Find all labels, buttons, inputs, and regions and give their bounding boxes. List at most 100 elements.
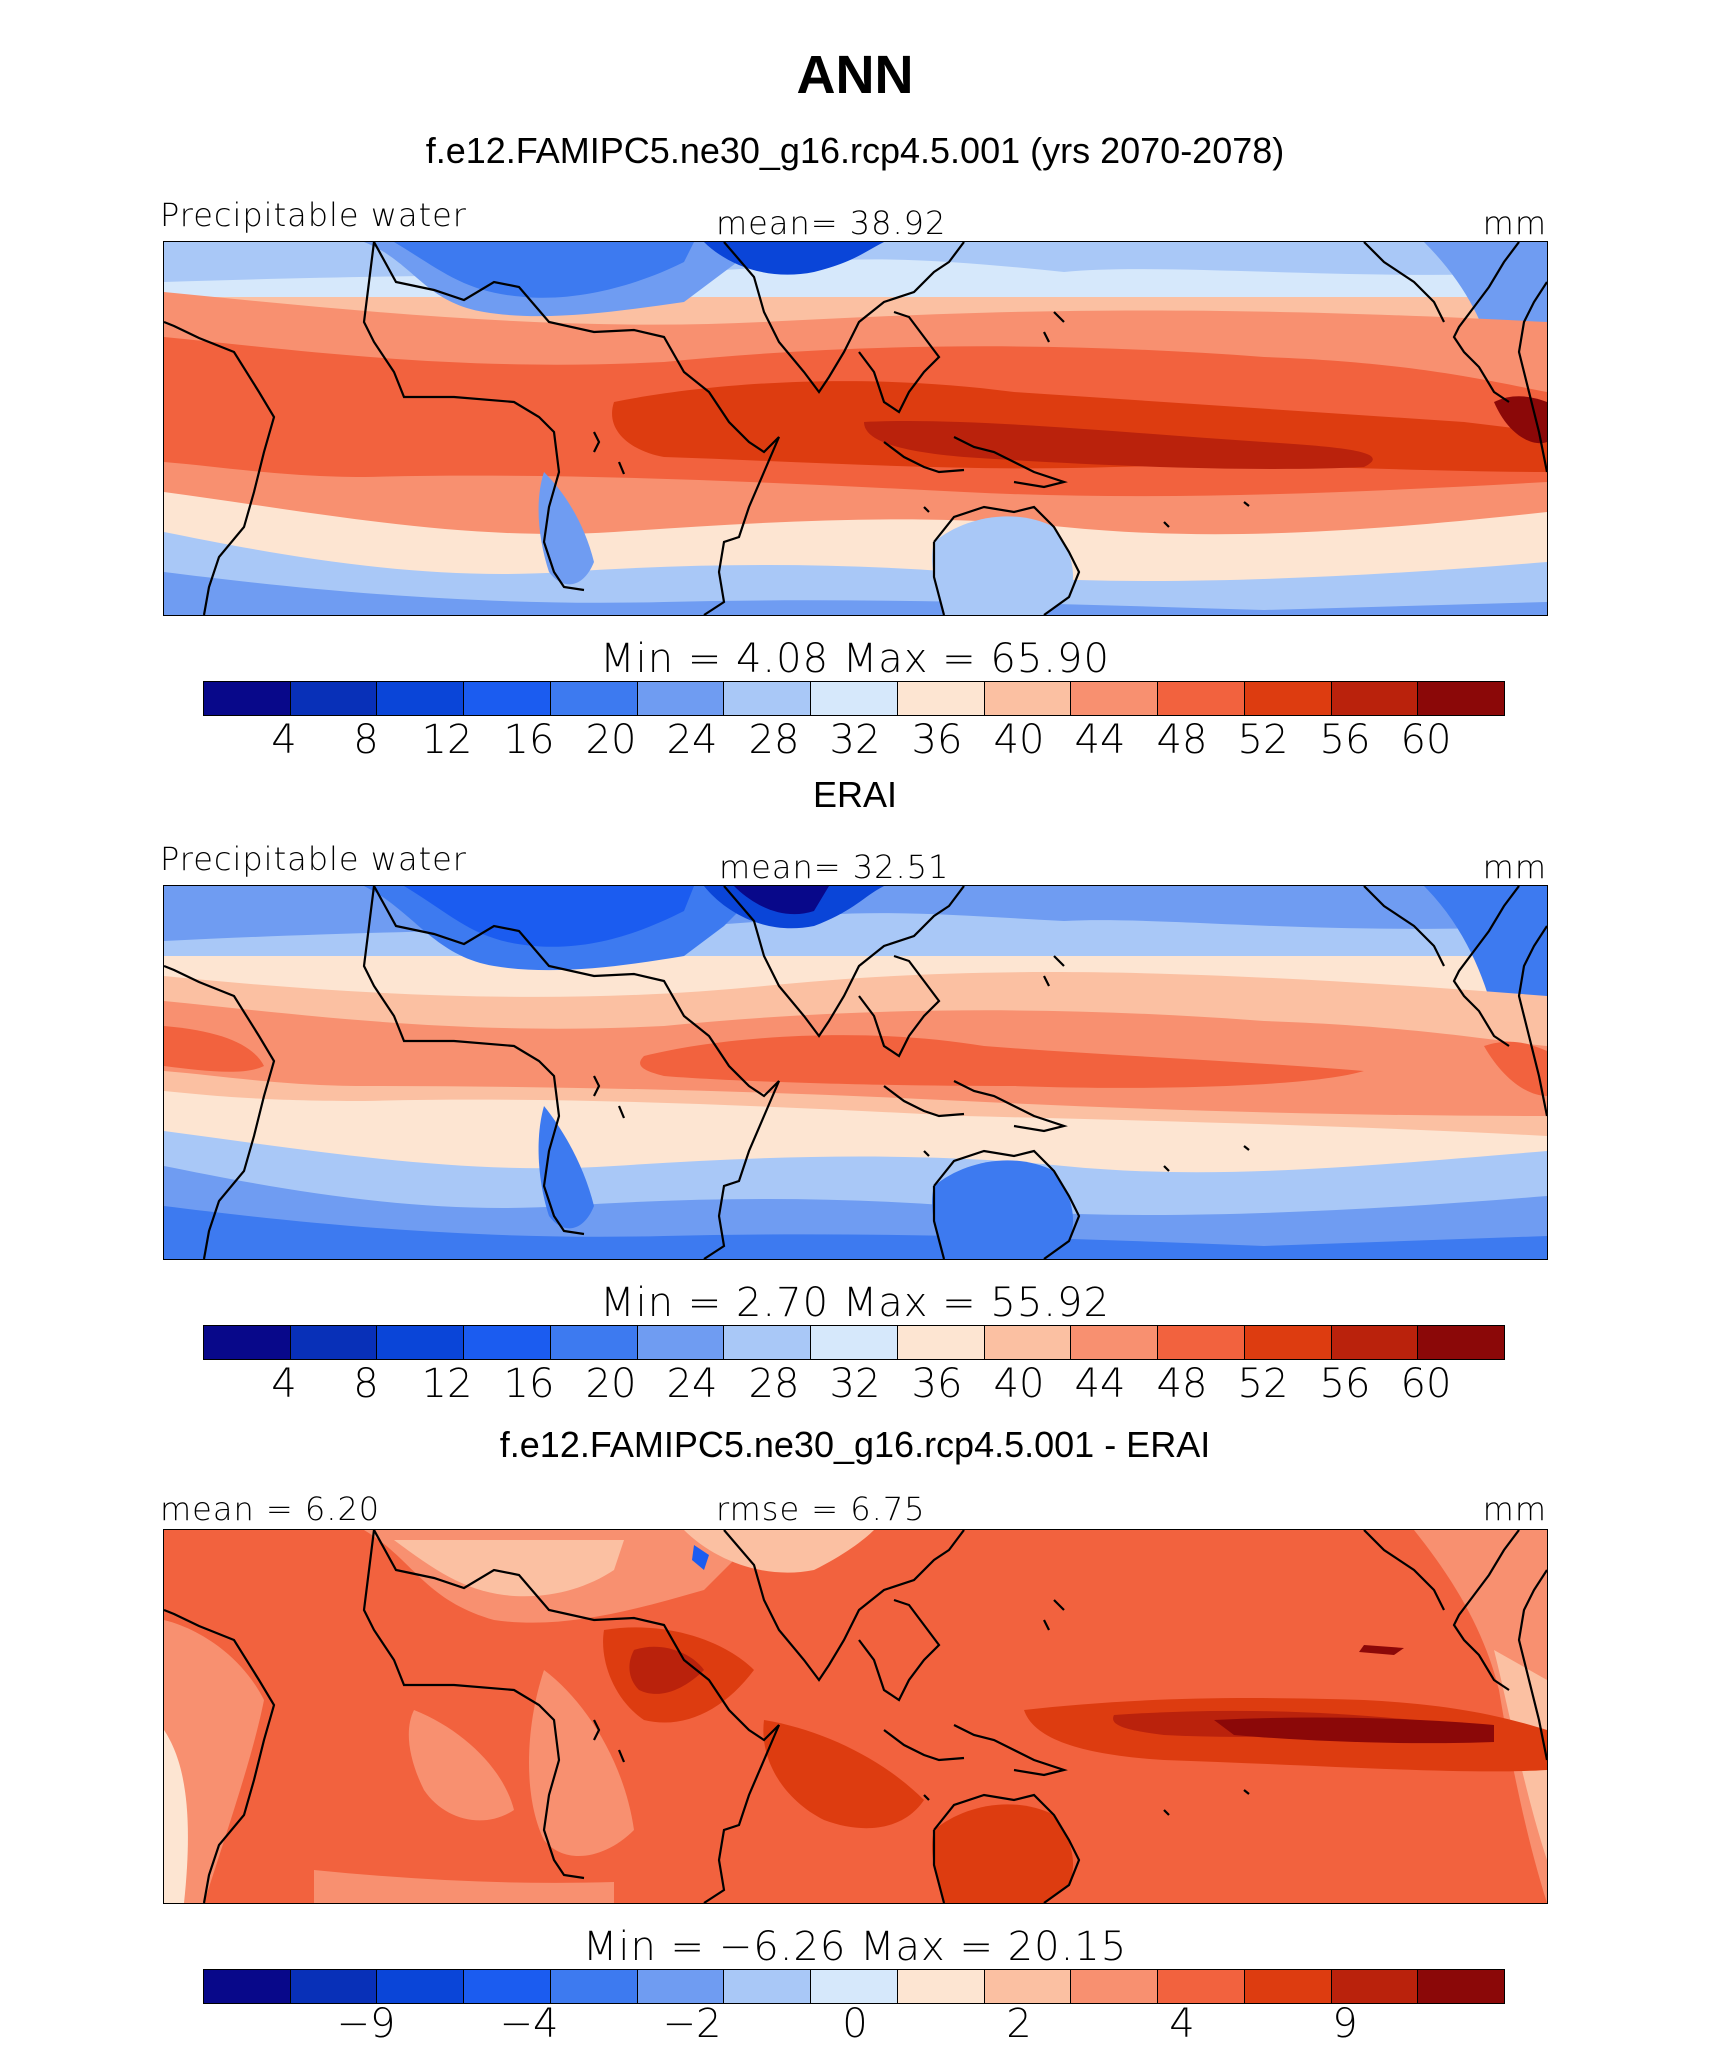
panel-1-colorbar xyxy=(203,681,1505,716)
colorbar-swatch xyxy=(1071,1970,1159,2003)
colorbar-swatch xyxy=(204,1326,291,1359)
colorbar-swatch xyxy=(811,1970,898,2003)
colorbar-tick-label: 28 xyxy=(748,1361,800,1407)
colorbar-swatch xyxy=(637,1970,725,2003)
panel-1-mean-label: mean= 38.92 xyxy=(716,204,947,242)
colorbar-swatch xyxy=(1418,1326,1505,1359)
colorbar-tick-label: 24 xyxy=(666,1361,718,1407)
colorbar-tick-label: 60 xyxy=(1400,717,1452,763)
colorbar-swatch xyxy=(290,1970,378,2003)
colorbar-tick-label: 24 xyxy=(666,717,718,763)
colorbar-tick-label: 12 xyxy=(421,1361,473,1407)
colorbar-swatch xyxy=(724,1326,812,1359)
panel-1-units-label: mm xyxy=(1482,204,1547,242)
colorbar-swatch xyxy=(550,1970,638,2003)
colorbar-swatch xyxy=(377,682,465,715)
colorbar-tick-label: 12 xyxy=(421,717,473,763)
panel-1-subtitle: f.e12.FAMIPC5.ne30_g16.rcp4.5.001 (yrs 2… xyxy=(425,130,1285,171)
colorbar-tick-label: 44 xyxy=(1074,717,1126,763)
figure-title: ANN xyxy=(796,45,914,105)
colorbar-tick-label: 32 xyxy=(829,1361,881,1407)
colorbar-swatch xyxy=(204,682,291,715)
panel-1-map xyxy=(163,241,1548,616)
colorbar-tick-label: 52 xyxy=(1237,1361,1289,1407)
colorbar-swatch xyxy=(464,1970,551,2003)
colorbar-swatch xyxy=(377,1970,465,2003)
colorbar-tick-label: 0 xyxy=(842,2001,868,2047)
panel-2-subtitle: ERAI xyxy=(812,774,898,815)
colorbar-swatch xyxy=(1158,682,1245,715)
colorbar-tick-label: 4 xyxy=(1169,2001,1195,2047)
colorbar-tick-label: 32 xyxy=(829,717,881,763)
colorbar-swatch xyxy=(637,1326,725,1359)
panel-2-units-label: mm xyxy=(1482,848,1547,886)
colorbar-tick-label: 4 xyxy=(271,1361,297,1407)
panel-1-variable-label: Precipitable water xyxy=(160,196,467,234)
colorbar-tick-label: 56 xyxy=(1319,1361,1371,1407)
panel-1-min-max: Min = 4.08 Max = 65.90 xyxy=(600,636,1110,682)
colorbar-tick-label: −2 xyxy=(662,2001,722,2047)
colorbar-tick-label: 44 xyxy=(1074,1361,1126,1407)
colorbar-tick-label: 16 xyxy=(503,1361,555,1407)
colorbar-swatch xyxy=(1071,682,1159,715)
colorbar-swatch xyxy=(724,682,812,715)
colorbar-swatch xyxy=(1418,682,1505,715)
colorbar-swatch xyxy=(1331,1970,1419,2003)
panel-1-map-svg xyxy=(164,242,1547,615)
colorbar-tick-label: 60 xyxy=(1400,1361,1452,1407)
panel-3-rmse-label: rmse = 6.75 xyxy=(716,1490,926,1528)
panel-2-variable-label: Precipitable water xyxy=(160,840,467,878)
colorbar-tick-label: 28 xyxy=(748,717,800,763)
colorbar-tick-label: 4 xyxy=(271,717,297,763)
colorbar-tick-label: 40 xyxy=(993,717,1045,763)
colorbar-swatch xyxy=(984,1326,1072,1359)
colorbar-swatch xyxy=(1244,1326,1332,1359)
colorbar-tick-label: 16 xyxy=(503,717,555,763)
colorbar-swatch xyxy=(1158,1970,1245,2003)
colorbar-tick-label: 9 xyxy=(1332,2001,1358,2047)
colorbar-swatch xyxy=(550,682,638,715)
colorbar-swatch xyxy=(1331,1326,1419,1359)
colorbar-swatch xyxy=(290,682,378,715)
colorbar-tick-label: 20 xyxy=(585,1361,637,1407)
panel-3-subtitle: f.e12.FAMIPC5.ne30_g16.rcp4.5.001 - ERAI xyxy=(499,1424,1211,1465)
colorbar-tick-label: 48 xyxy=(1156,717,1208,763)
panel-3-min-max: Min = −6.26 Max = 20.15 xyxy=(582,1924,1128,1970)
colorbar-tick-label: 48 xyxy=(1156,1361,1208,1407)
colorbar-tick-label: 40 xyxy=(993,1361,1045,1407)
colorbar-swatch xyxy=(204,1970,291,2003)
colorbar-swatch xyxy=(464,1326,551,1359)
colorbar-tick-label: 2 xyxy=(1006,2001,1032,2047)
panel-3-map xyxy=(163,1529,1548,1904)
panel-2-map-svg xyxy=(164,886,1547,1259)
colorbar-tick-label: 36 xyxy=(911,717,963,763)
colorbar-tick-label: −9 xyxy=(336,2001,396,2047)
colorbar-tick-label: 52 xyxy=(1237,717,1289,763)
colorbar-tick-label: −4 xyxy=(499,2001,559,2047)
panel-2-colorbar xyxy=(203,1325,1505,1360)
colorbar-swatch xyxy=(811,1326,898,1359)
colorbar-tick-label: 8 xyxy=(353,717,379,763)
panel-2-min-max: Min = 2.70 Max = 55.92 xyxy=(600,1280,1110,1326)
panel-3-mean-label: mean = 6.20 xyxy=(160,1490,381,1528)
colorbar-swatch xyxy=(724,1970,812,2003)
colorbar-swatch xyxy=(1244,1970,1332,2003)
colorbar-tick-label: 36 xyxy=(911,1361,963,1407)
colorbar-swatch xyxy=(1071,1326,1159,1359)
panel-3-units-label: mm xyxy=(1482,1490,1547,1528)
colorbar-swatch xyxy=(377,1326,465,1359)
colorbar-swatch xyxy=(464,682,551,715)
colorbar-swatch xyxy=(811,682,898,715)
panel-3-colorbar xyxy=(203,1969,1505,2004)
colorbar-swatch xyxy=(1331,682,1419,715)
colorbar-swatch xyxy=(984,682,1072,715)
colorbar-swatch xyxy=(897,1970,985,2003)
colorbar-swatch xyxy=(637,682,725,715)
colorbar-swatch xyxy=(290,1326,378,1359)
colorbar-tick-label: 8 xyxy=(353,1361,379,1407)
panel-2-mean-label: mean= 32.51 xyxy=(719,848,950,886)
colorbar-swatch xyxy=(897,1326,985,1359)
colorbar-swatch xyxy=(1418,1970,1505,2003)
colorbar-swatch xyxy=(550,1326,638,1359)
panel-2-map xyxy=(163,885,1548,1260)
